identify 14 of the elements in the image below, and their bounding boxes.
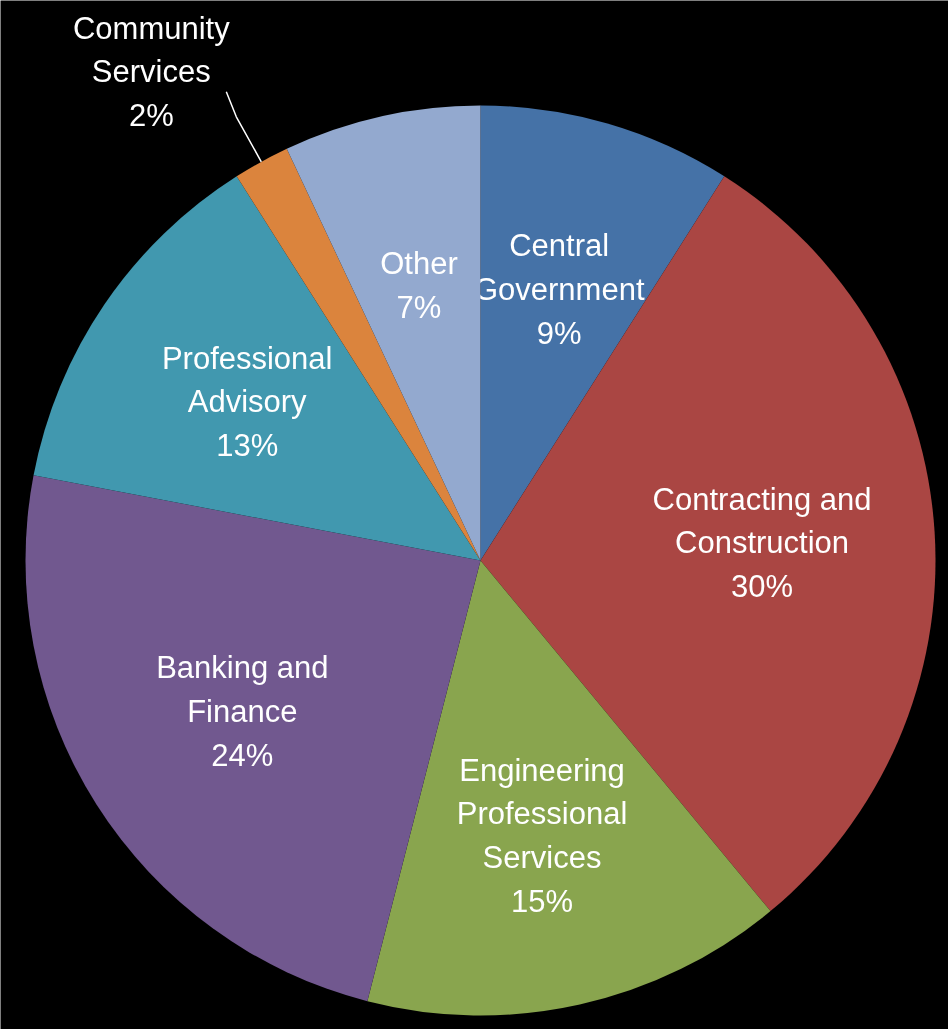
slice-label: Professional Advisory: [161, 340, 333, 420]
data-label: 30%: [731, 569, 794, 605]
slice-label: Other: [380, 245, 458, 281]
data-label: 7%: [396, 289, 442, 325]
data-label: 13%: [216, 428, 279, 464]
data-label: 9%: [536, 315, 582, 351]
slice-label: Banking and Finance: [156, 650, 329, 730]
slice-label: Engineering Professional Services: [456, 752, 628, 876]
slice-label: Central Government: [473, 228, 645, 308]
data-label: 2%: [128, 98, 174, 134]
slice-label: Community Services: [72, 10, 231, 90]
slice-label: Contracting and Construction: [652, 481, 872, 561]
data-label: 24%: [211, 737, 274, 773]
data-label: 15%: [511, 883, 574, 919]
